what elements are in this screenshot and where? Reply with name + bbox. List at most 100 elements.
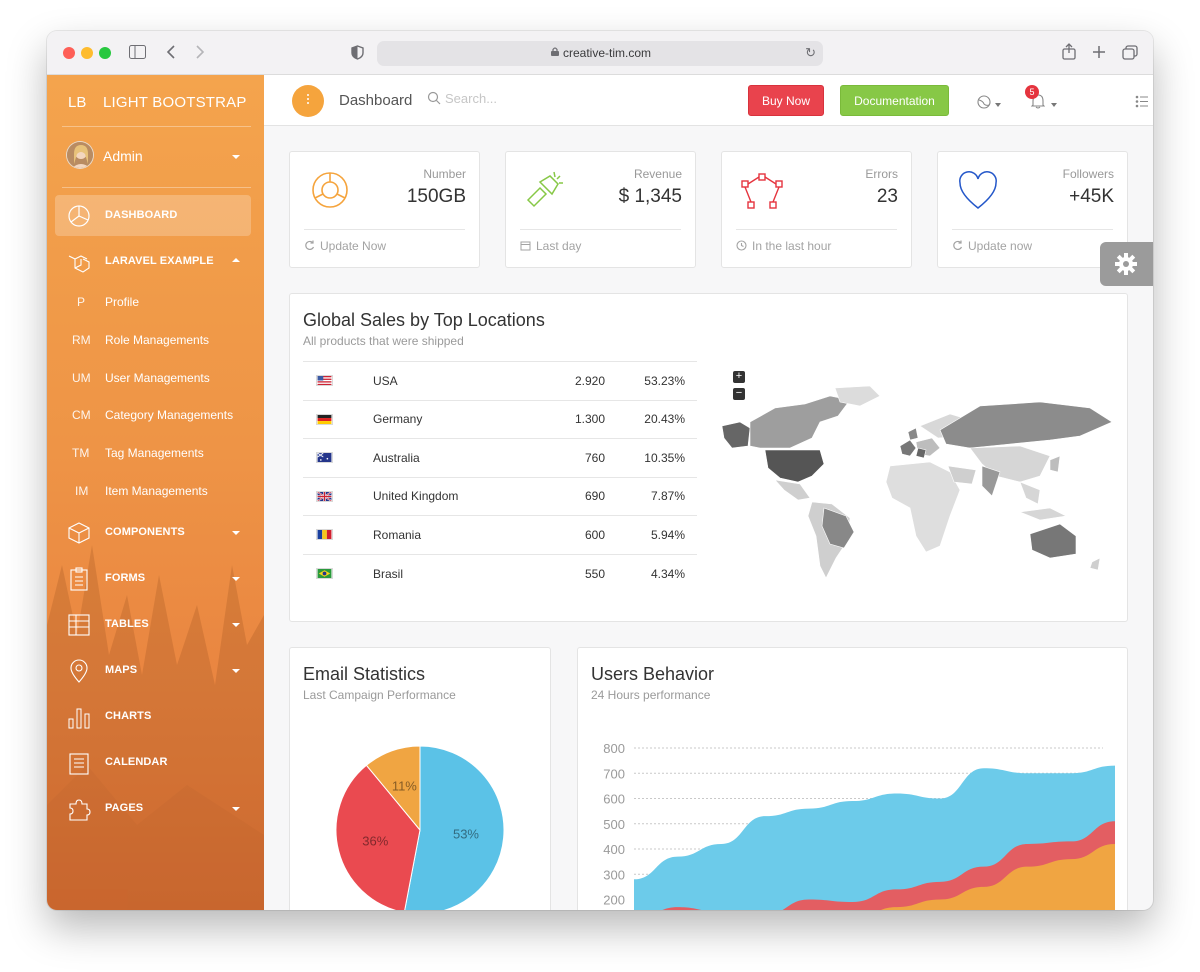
table-row: Germany 1.300 20.43% xyxy=(303,399,697,439)
brand-mini: LB xyxy=(68,94,87,111)
sidebar-item-tables[interactable]: TABLES xyxy=(55,604,251,645)
sidebar-divider xyxy=(62,187,251,188)
laravel-icon xyxy=(68,255,90,273)
close-window-button[interactable] xyxy=(63,47,75,59)
y-tick-label: 400 xyxy=(603,842,625,857)
tab-overview-icon[interactable] xyxy=(1122,45,1138,60)
share-icon[interactable] xyxy=(1062,43,1076,60)
maximize-window-button[interactable] xyxy=(99,47,111,59)
sales-percent: 7.87% xyxy=(605,476,697,516)
card-subtitle: 24 Hours performance xyxy=(591,688,711,702)
chevron-down-icon xyxy=(1051,103,1057,107)
chevron-up-icon xyxy=(232,258,240,262)
gear-icon xyxy=(1115,253,1137,275)
sidebar-subitem-user-managements[interactable]: UM User Managements xyxy=(55,362,251,394)
map-zoom-in-button[interactable]: + xyxy=(733,371,745,383)
country-name: USA xyxy=(373,361,515,400)
y-tick-label: 700 xyxy=(603,766,625,781)
sidebar-item-label: LARAVEL EXAMPLE xyxy=(105,255,214,267)
country-name: Australia xyxy=(373,438,515,477)
documentation-button[interactable]: Documentation xyxy=(840,85,949,116)
globe-icon[interactable] xyxy=(977,95,992,109)
sidebar-item-forms[interactable]: FORMS xyxy=(55,558,251,599)
world-map[interactable] xyxy=(720,386,1120,586)
sidebar-item-dashboard[interactable]: DASHBOARD xyxy=(55,195,251,236)
flag-au-icon xyxy=(316,452,333,464)
email-statistics-card: Email Statistics Last Campaign Performan… xyxy=(289,647,551,910)
map-zoom-out-button[interactable]: − xyxy=(733,388,745,400)
sidebar-divider xyxy=(62,126,251,127)
table-row: Brasil 550 4.34% xyxy=(303,553,697,593)
sidebar-subitem-category-managements[interactable]: CM Category Managements xyxy=(55,399,251,431)
table-row: Australia 760 10.35% xyxy=(303,438,697,477)
sidebar-subitem-role-managements[interactable]: RM Role Managements xyxy=(55,324,251,356)
sidebar-item-maps[interactable]: MAPS xyxy=(55,650,251,691)
vector-icon xyxy=(741,173,783,209)
global-sales-card: Global Sales by Top Locations All produc… xyxy=(289,293,1128,622)
sidebar-subitem-abbr: TM xyxy=(72,446,90,460)
sidebar-subitem-label: Category Managements xyxy=(105,408,234,422)
fixed-plugin-settings[interactable] xyxy=(1100,242,1153,286)
flag-de-icon xyxy=(316,413,333,425)
calendar-icon xyxy=(520,241,531,251)
stat-title: Followers xyxy=(1062,167,1114,181)
sales-percent: 4.34% xyxy=(605,553,697,593)
country-name: Brasil xyxy=(373,553,515,593)
sidebar-subitem-tag-managements[interactable]: TM Tag Managements xyxy=(55,437,251,469)
y-tick-label: 200 xyxy=(603,893,625,908)
lock-icon xyxy=(551,47,559,56)
stat-value: 150GB xyxy=(406,186,466,207)
map-pin-icon xyxy=(70,659,88,683)
stat-divider xyxy=(304,229,465,230)
clock-icon xyxy=(736,240,747,251)
browser-window: creative-tim.com ↻ LB LIGHT BOOTSTRAP Ad… xyxy=(47,31,1153,910)
sidebar-subitem-item-managements[interactable]: IM Item Managements xyxy=(55,475,251,507)
user-name: Admin xyxy=(103,148,143,164)
search-icon xyxy=(427,91,441,105)
sales-table: USA 2.920 53.23% Germany 1.300 20.43% Au… xyxy=(303,361,697,593)
buy-now-button[interactable]: Buy Now xyxy=(748,85,824,116)
y-tick-label: 300 xyxy=(603,867,625,882)
reload-icon[interactable]: ↻ xyxy=(805,45,816,60)
sidebar-item-laravel-example[interactable]: LARAVEL EXAMPLE xyxy=(55,241,251,282)
back-icon[interactable] xyxy=(166,45,176,59)
table-row: USA 2.920 53.23% xyxy=(303,361,697,400)
address-bar[interactable]: creative-tim.com ↻ xyxy=(377,41,823,66)
pie-slice-unsubscribe xyxy=(365,745,421,832)
sidebar-subitem-label: Tag Managements xyxy=(105,446,204,460)
sidebar-item-pages[interactable]: PAGES xyxy=(55,788,251,829)
shield-icon[interactable] xyxy=(351,45,364,60)
stat-footer[interactable]: Update now xyxy=(968,239,1033,253)
sidebar-subitem-profile[interactable]: P Profile xyxy=(55,286,251,318)
forward-icon[interactable] xyxy=(195,45,205,59)
sales-percent: 53.23% xyxy=(605,361,697,400)
flashlight-icon xyxy=(526,171,563,208)
flag-ro-icon xyxy=(316,529,333,541)
minimize-window-button[interactable] xyxy=(81,47,93,59)
stat-title: Errors xyxy=(865,167,898,181)
flag-gb-icon xyxy=(316,490,333,502)
sales-value: 2.920 xyxy=(515,361,605,400)
list-icon[interactable] xyxy=(1135,95,1149,108)
search-input[interactable] xyxy=(445,91,605,106)
sales-value: 600 xyxy=(515,515,605,554)
sales-value: 550 xyxy=(515,553,605,593)
sidebar-item-charts[interactable]: CHARTS xyxy=(55,696,251,737)
sidebar-toggle-icon[interactable] xyxy=(129,45,146,59)
y-tick-label: 500 xyxy=(603,817,625,832)
table-row: United Kingdom 690 7.87% xyxy=(303,476,697,516)
calendar-icon xyxy=(69,753,89,775)
chevron-down-icon xyxy=(232,669,240,673)
sidebar-item-components[interactable]: COMPONENTS xyxy=(55,512,251,553)
user-menu[interactable]: Admin xyxy=(47,141,264,175)
new-tab-icon[interactable] xyxy=(1092,45,1106,59)
stat-value: 23 xyxy=(876,186,898,207)
sidebar-subitem-abbr: P xyxy=(77,295,86,309)
minimize-sidebar-button[interactable] xyxy=(292,85,324,117)
sidebar-item-calendar[interactable]: CALENDAR xyxy=(55,742,251,783)
stat-card-revenue: Revenue $ 1,345 Last day xyxy=(505,151,696,268)
chevron-down-icon xyxy=(232,623,240,627)
stat-footer[interactable]: Update Now xyxy=(320,239,387,253)
brand[interactable]: LB LIGHT BOOTSTRAP xyxy=(47,75,264,127)
stat-card-followers: Followers +45K Update now xyxy=(937,151,1128,268)
